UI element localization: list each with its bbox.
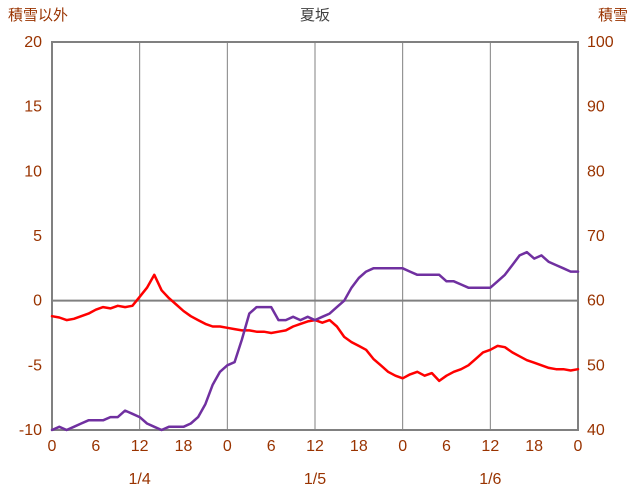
left-axis-title: 積雪以外 — [8, 7, 68, 24]
hour-tick-label: 12 — [131, 438, 149, 455]
right-axis-title: 積雪 — [598, 7, 628, 24]
hour-tick-label: 0 — [574, 438, 583, 455]
day-label: 1/4 — [129, 471, 151, 488]
right-axis-tick-label: 60 — [587, 293, 605, 310]
series-layer — [50, 250, 580, 432]
hour-tick-label: 0 — [48, 438, 57, 455]
hour-tick-label: 18 — [350, 438, 368, 455]
chart-title: 夏坂 — [300, 7, 330, 24]
left-axis-tick-label: -5 — [28, 357, 42, 374]
hour-tick-label: 0 — [223, 438, 232, 455]
left-axis-tick-label: 20 — [24, 34, 42, 51]
hour-tick-label: 12 — [306, 438, 324, 455]
left-axis-tick-label: 15 — [24, 99, 42, 116]
right-axis-tick-label: 50 — [587, 357, 605, 374]
right-axis-tick-label: 80 — [587, 163, 605, 180]
plot-border — [51, 41, 579, 431]
hour-tick-label: 6 — [267, 438, 276, 455]
right-axis-tick-label: 100 — [587, 34, 614, 51]
hour-tick-label: 0 — [398, 438, 407, 455]
hour-tick-label: 12 — [481, 438, 499, 455]
hour-tick-label: 18 — [175, 438, 193, 455]
right-axis-tick-label: 70 — [587, 228, 605, 245]
hour-tick-label: 6 — [442, 438, 451, 455]
left-axis-tick-label: 5 — [33, 228, 42, 245]
day-label: 1/6 — [479, 471, 501, 488]
left-axis-tick-label: 0 — [33, 293, 42, 310]
right-axis-tick-label: 90 — [587, 99, 605, 116]
hour-tick-label: 18 — [525, 438, 543, 455]
right-axis-tick-label: 40 — [587, 422, 605, 439]
header-layer: 積雪以外 夏坂 積雪 — [8, 7, 628, 24]
left-axis-tick-label: -10 — [19, 422, 42, 439]
purple-line — [50, 250, 580, 432]
hour-tick-label: 6 — [91, 438, 100, 455]
day-label: 1/5 — [304, 471, 326, 488]
left-axis-tick-label: 10 — [24, 163, 42, 180]
grid-layer — [51, 41, 579, 431]
